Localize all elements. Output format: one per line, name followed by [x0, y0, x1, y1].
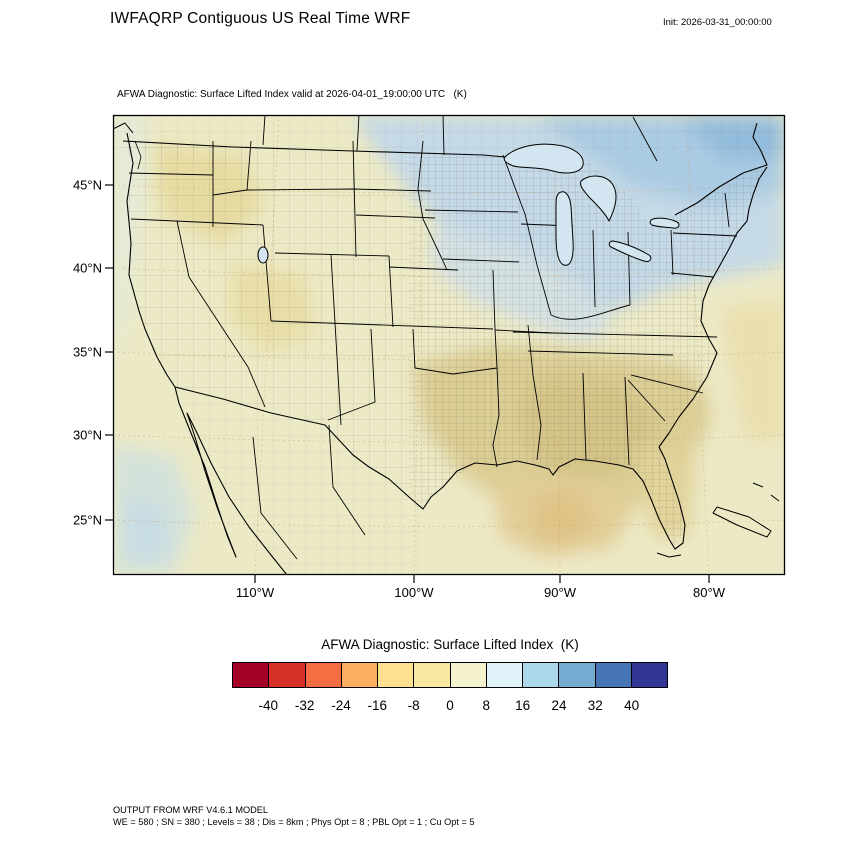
colorbar-segment [377, 663, 414, 687]
page-title: IWFAQRP Contiguous US Real Time WRF [110, 10, 411, 27]
colorbar [232, 662, 668, 688]
coastlines [113, 122, 768, 575]
map-frame [112, 114, 786, 576]
state-borders [128, 115, 738, 560]
colorbar-segment [522, 663, 559, 687]
footer-namelist-line: WE = 580 ; SN = 380 ; Levels = 38 ; Dis … [113, 817, 475, 827]
y-axis-label-30n: 30°N [72, 427, 102, 443]
colorbar-tick-label: 32 [587, 698, 603, 713]
colorbar-tick-label: 24 [551, 698, 567, 713]
x-axis-label-80w: 80°W [693, 585, 725, 600]
y-axis-label-25n: 25°N [72, 512, 102, 528]
colorbar-segment [340, 663, 377, 687]
colorbar-tick-labels: -40 -32 -24 -16 -8 0 8 16 24 32 40 [232, 698, 668, 716]
colorbar-tick-label: 40 [624, 698, 640, 713]
colorbar-segment [304, 663, 341, 687]
axis-ticks [105, 184, 710, 583]
x-axis-label-90w: 90°W [544, 585, 576, 600]
colorbar-tick-label: 16 [515, 698, 531, 713]
colorbar-tick-label: -32 [294, 698, 315, 713]
init-timestamp: Init: 2026-03-31_00:00:00 [663, 17, 772, 28]
colorbar-segment [485, 663, 522, 687]
map-plot [105, 114, 786, 583]
colorbar-tick-label: -8 [407, 698, 420, 713]
colorbar-title: AFWA Diagnostic: Surface Lifted Index (K… [321, 637, 579, 652]
map-subtitle: AFWA Diagnostic: Surface Lifted Index va… [117, 89, 467, 100]
y-axis-label-40n: 40°N [72, 260, 102, 276]
colorbar-segment [449, 663, 486, 687]
x-axis-label-100w: 100°W [394, 585, 434, 600]
colorbar-segment [268, 663, 305, 687]
y-axis-label-35n: 35°N [72, 344, 102, 360]
colorbar-segment [558, 663, 595, 687]
colorbar-tick-label: 0 [446, 698, 454, 713]
colorbar-segment [630, 663, 667, 687]
x-axis-label-110w: 110°W [235, 585, 275, 600]
colorbar-segment [233, 663, 269, 687]
great-lakes [257, 143, 680, 266]
colorbar-segment [413, 663, 450, 687]
cuba-outline [712, 482, 780, 538]
colorbar-tick-label: -40 [258, 698, 279, 713]
colorbar-tick-label: -24 [331, 698, 351, 713]
footer-model-line: OUTPUT FROM WRF V4.6.1 MODEL [113, 805, 269, 815]
y-axis-label-45n: 45°N [72, 177, 102, 193]
great-salt-lake [257, 246, 269, 264]
colorbar-tick-label: -16 [367, 698, 388, 713]
colorbar-segment [594, 663, 631, 687]
colorbar-tick-label: 8 [482, 698, 491, 713]
